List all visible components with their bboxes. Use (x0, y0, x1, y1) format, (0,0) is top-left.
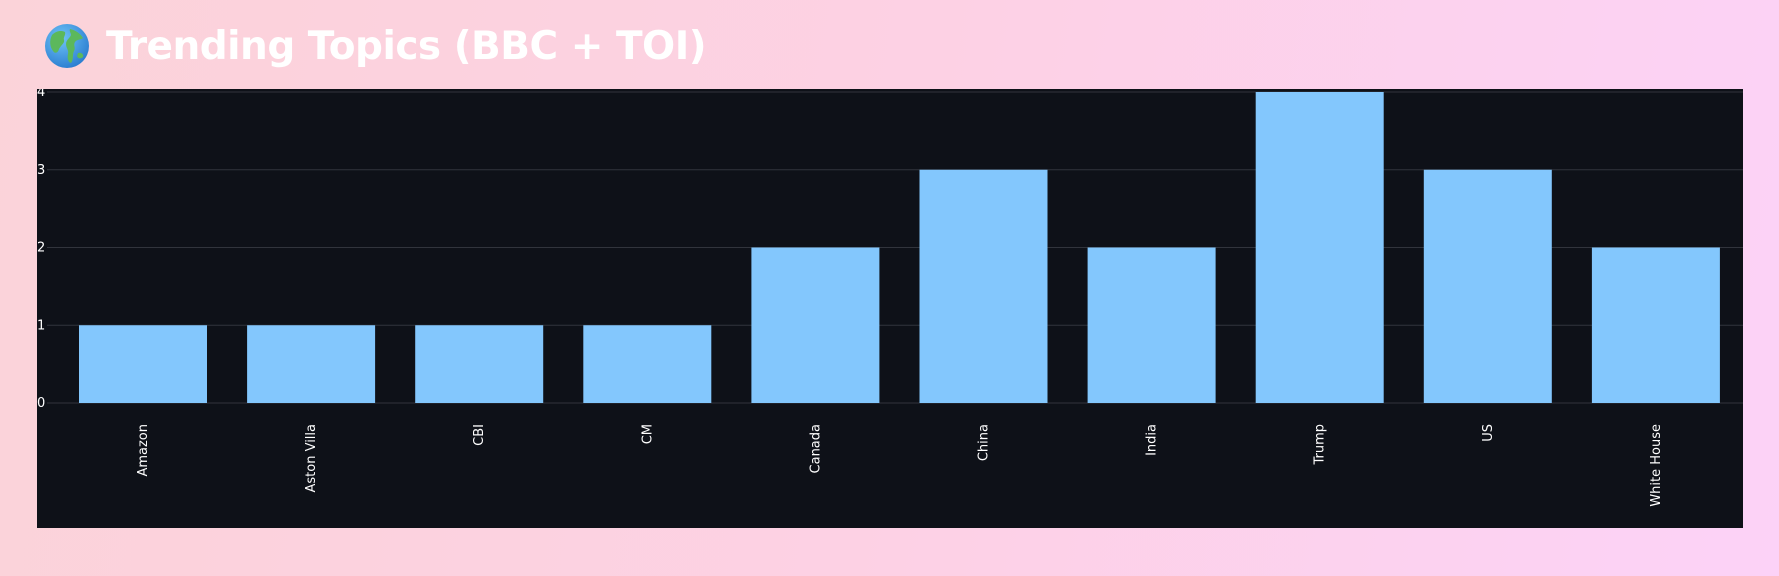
y-tick-label: 2 (37, 241, 45, 256)
bar-canada[interactable] (751, 247, 880, 404)
bars (79, 92, 1720, 403)
bar-cbi[interactable] (415, 325, 544, 403)
y-axis-ticks: 0 1 2 3 4 (37, 89, 45, 411)
x-tick-label: Canada (808, 424, 823, 473)
globe-icon (45, 24, 89, 68)
x-tick-label: White House (1649, 424, 1664, 507)
y-tick-label: 0 (37, 396, 45, 411)
page-header: Trending Topics (BBC + TOI) (44, 14, 707, 78)
bar-white-house[interactable] (1591, 247, 1720, 404)
x-tick-label: India (1145, 424, 1160, 456)
y-tick-label: 3 (37, 163, 45, 178)
x-tick-label: Amazon (136, 424, 151, 477)
x-axis-ticks: Amazon Aston Villa CBI CM Canada China India Tr… (136, 424, 1664, 507)
bar-us[interactable] (1423, 169, 1552, 403)
x-tick-label: Trump (1313, 424, 1328, 466)
x-tick-label: China (977, 424, 992, 461)
x-tick-label: CM (640, 424, 655, 444)
bar-india[interactable] (1087, 247, 1216, 404)
bar-amazon[interactable] (79, 325, 207, 403)
bar-trump[interactable] (1255, 92, 1384, 403)
y-tick-label: 4 (37, 89, 45, 100)
x-tick-label: CBI (472, 424, 487, 446)
y-tick-label: 1 (37, 318, 45, 333)
page-title: Trending Topics (BBC + TOI) (106, 23, 707, 69)
chart-panel: 0 1 2 3 4 Amazon Aston Villa CBI CM Canada China I… (37, 89, 1743, 528)
bar-cm[interactable] (583, 325, 712, 403)
bar-china[interactable] (919, 169, 1048, 403)
bar-aston-villa[interactable] (247, 325, 376, 403)
x-tick-label: US (1481, 424, 1496, 442)
bar-chart: 0 1 2 3 4 Amazon Aston Villa CBI CM Canada China I… (37, 89, 1743, 507)
x-tick-label: Aston Villa (304, 424, 319, 493)
